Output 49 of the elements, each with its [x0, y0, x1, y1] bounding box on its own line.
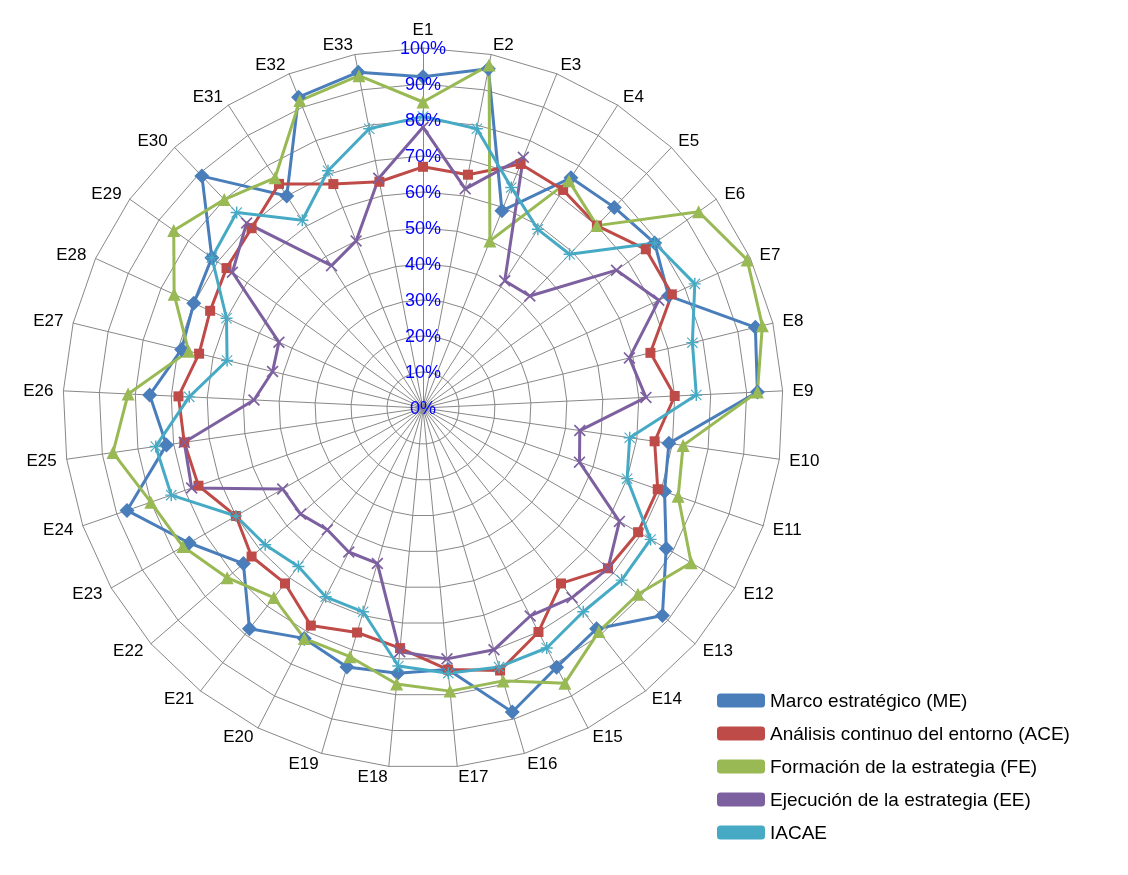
spoke-label: E14 [651, 689, 682, 709]
spoke-label: E21 [164, 689, 195, 709]
y-tick-label: 80% [404, 110, 442, 130]
spoke-label: E11 [772, 519, 802, 539]
spoke-label: E3 [560, 55, 582, 74]
spoke-label: E10 [789, 451, 820, 471]
spoke-label: E19 [288, 753, 319, 773]
spoke-label: E5 [678, 130, 700, 150]
spoke-label: E22 [113, 640, 144, 660]
spoke-label: E17 [458, 766, 489, 786]
spoke-label: E28 [56, 244, 87, 264]
y-tick-label: 50% [404, 218, 442, 238]
spoke-label: E2 [493, 35, 514, 55]
spoke-label: E6 [724, 183, 746, 203]
y-tick-label: 30% [404, 290, 442, 310]
y-tick-label: 10% [404, 362, 442, 382]
legend-label: Ejecución de la estrategia (EE) [770, 789, 1031, 810]
legend-label: IACAE [770, 822, 828, 843]
legend-label: Análisis continuo del entorno (ACE) [770, 723, 1070, 744]
spoke-label: E24 [43, 519, 74, 539]
spoke-label: E30 [137, 130, 168, 150]
y-tick-label: 40% [404, 254, 442, 274]
spoke-label: E15 [592, 727, 623, 747]
y-tick-label: 60% [404, 182, 442, 202]
spoke-label: E1 [412, 20, 434, 39]
spoke-label: E29 [91, 183, 122, 203]
spoke-label: E27 [33, 311, 64, 331]
spoke-label: E16 [527, 753, 558, 773]
y-tick-label: 90% [404, 74, 442, 94]
spoke-label: E7 [759, 244, 781, 264]
spoke-label: E23 [72, 583, 103, 603]
y-tick-label: 70% [404, 146, 442, 166]
spoke-label: E13 [702, 640, 733, 660]
spoke-label: E12 [743, 583, 774, 603]
legend-label: Marco estratégico (ME) [770, 690, 968, 711]
spoke-label: E32 [255, 55, 286, 74]
spoke-label: E18 [357, 766, 388, 786]
spoke-label: E4 [623, 87, 644, 107]
spoke-label: E26 [23, 380, 54, 400]
spoke-label: E8 [782, 311, 804, 331]
spoke-label: E33 [322, 35, 353, 55]
spoke-label: E31 [192, 87, 223, 107]
y-tick-label: 20% [404, 326, 442, 346]
spoke-label: E9 [792, 380, 814, 400]
legend-label: Formación de la estrategia (FE) [770, 756, 1038, 777]
y-tick-label: 100% [399, 38, 447, 58]
y-tick-label: 0% [409, 398, 437, 418]
spoke-label: E20 [223, 727, 254, 747]
spoke-label: E25 [26, 451, 57, 471]
